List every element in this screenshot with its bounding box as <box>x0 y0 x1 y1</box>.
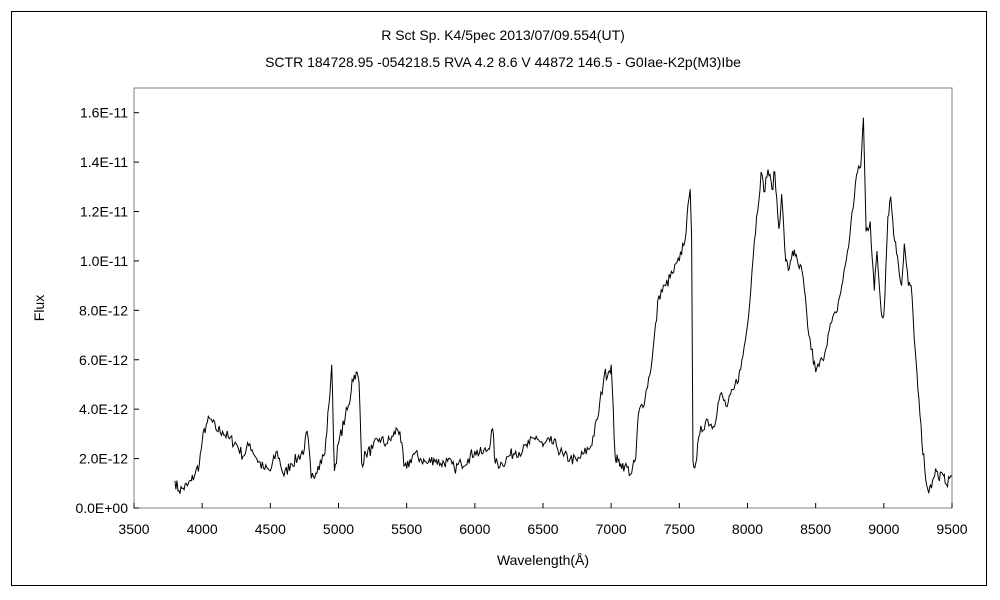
y-tick-label: 0.0E+00 <box>75 500 128 516</box>
x-tick-label: 6000 <box>459 521 490 537</box>
x-axis-label: Wavelength(Å) <box>497 552 589 568</box>
x-tick-label: 9500 <box>936 521 967 537</box>
y-axis: 0.0E+00 2.0E-12 4.0E-12 6.0E-12 8.0E-12 1.0E-… <box>75 105 139 516</box>
x-tick-label: 7000 <box>596 521 627 537</box>
x-axis: 3500 4000 4500 5000 5500 6000 6500 7000 7500 8000… <box>118 503 968 537</box>
y-tick-label: 1.6E-11 <box>80 105 128 121</box>
x-tick-label: 9000 <box>868 521 899 537</box>
y-tick-label: 2.0E-12 <box>79 451 128 467</box>
chart-frame <box>11 11 987 586</box>
y-tick-label: 8.0E-12 <box>79 302 128 318</box>
x-tick-label: 5000 <box>323 521 354 537</box>
y-tick-label: 1.2E-11 <box>80 204 128 220</box>
x-tick-label: 6500 <box>527 521 558 537</box>
y-tick-label: 1.4E-11 <box>80 154 128 170</box>
x-tick-label: 8500 <box>800 521 831 537</box>
x-tick-label: 5500 <box>391 521 422 537</box>
y-tick-label: 4.0E-12 <box>79 401 128 417</box>
chart-title: R Sct Sp. K4/5pec 2013/07/09.554(UT) <box>381 27 625 43</box>
flux-series-line <box>174 117 953 494</box>
x-tick-label: 3500 <box>118 521 149 537</box>
chart-subtitle: SCTR 184728.95 -054218.5 RVA 4.2 8.6 V 4… <box>265 54 741 70</box>
x-tick-label: 4000 <box>187 521 218 537</box>
x-tick-label: 7500 <box>664 521 695 537</box>
y-tick-label: 6.0E-12 <box>79 352 128 368</box>
y-tick-label: 1.0E-11 <box>80 253 128 269</box>
x-tick-label: 4500 <box>255 521 286 537</box>
x-tick-label: 8000 <box>732 521 763 537</box>
y-axis-label: Flux <box>31 295 47 321</box>
